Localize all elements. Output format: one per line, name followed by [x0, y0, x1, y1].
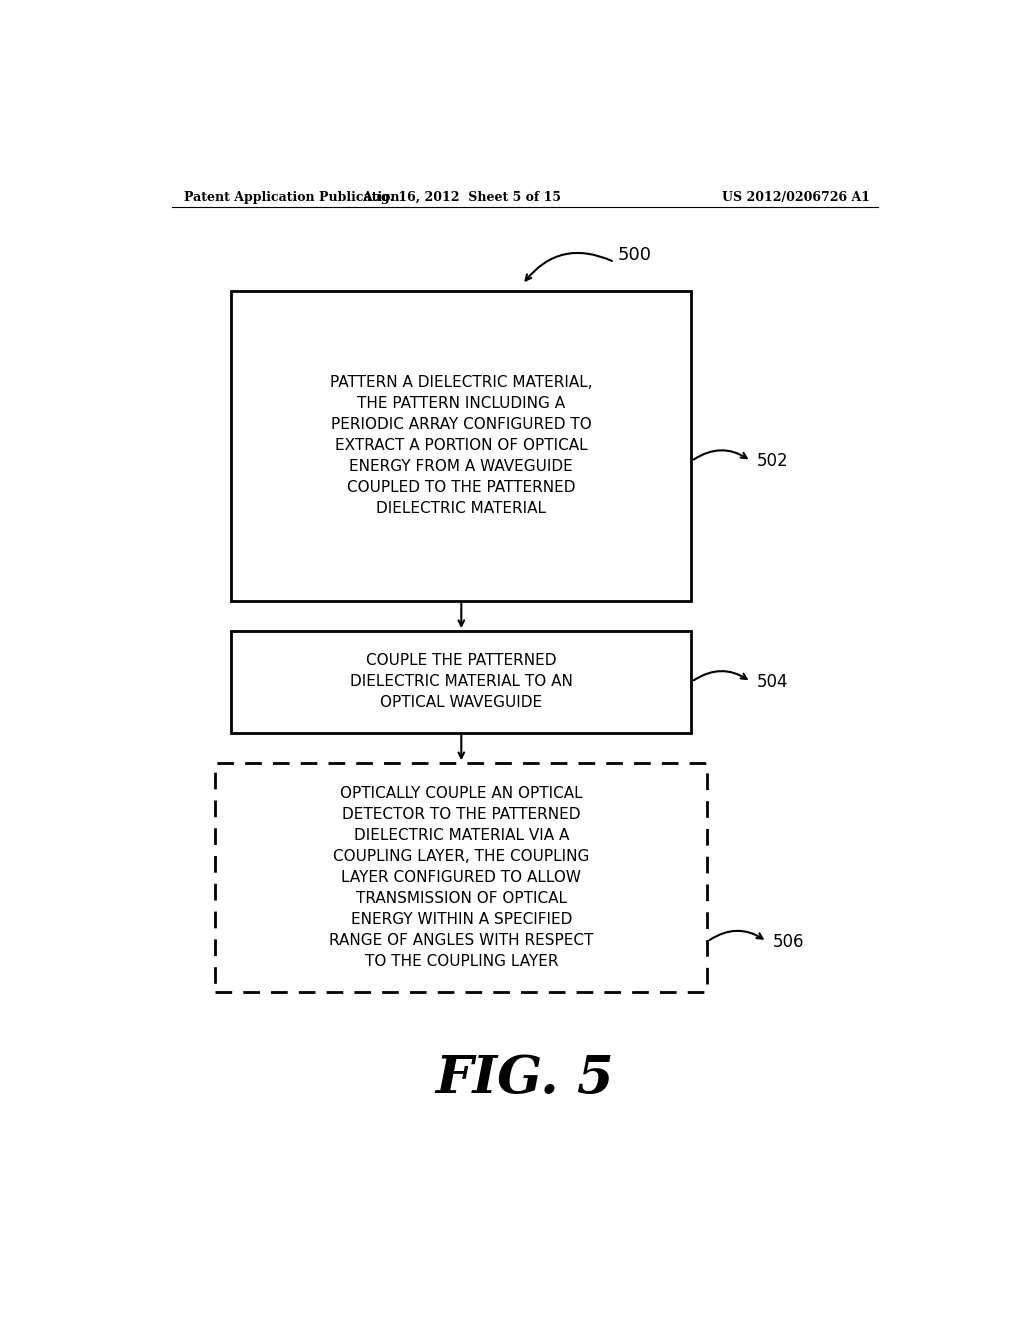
Text: COUPLE THE PATTERNED
DIELECTRIC MATERIAL TO AN
OPTICAL WAVEGUIDE: COUPLE THE PATTERNED DIELECTRIC MATERIAL…: [350, 653, 572, 710]
Text: Patent Application Publication: Patent Application Publication: [183, 190, 399, 203]
Text: US 2012/0206726 A1: US 2012/0206726 A1: [722, 190, 870, 203]
Text: 500: 500: [617, 246, 651, 264]
Bar: [215, 763, 708, 991]
Text: 502: 502: [757, 451, 788, 470]
Bar: [231, 631, 691, 733]
Text: OPTICALLY COUPLE AN OPTICAL
DETECTOR TO THE PATTERNED
DIELECTRIC MATERIAL VIA A
: OPTICALLY COUPLE AN OPTICAL DETECTOR TO …: [329, 785, 594, 969]
Bar: [231, 290, 691, 601]
Text: 504: 504: [757, 673, 788, 690]
Text: FIG. 5: FIG. 5: [435, 1053, 614, 1104]
Text: PATTERN A DIELECTRIC MATERIAL,
THE PATTERN INCLUDING A
PERIODIC ARRAY CONFIGURED: PATTERN A DIELECTRIC MATERIAL, THE PATTE…: [330, 375, 593, 516]
Text: Aug. 16, 2012  Sheet 5 of 15: Aug. 16, 2012 Sheet 5 of 15: [361, 190, 561, 203]
Text: 506: 506: [772, 932, 804, 950]
